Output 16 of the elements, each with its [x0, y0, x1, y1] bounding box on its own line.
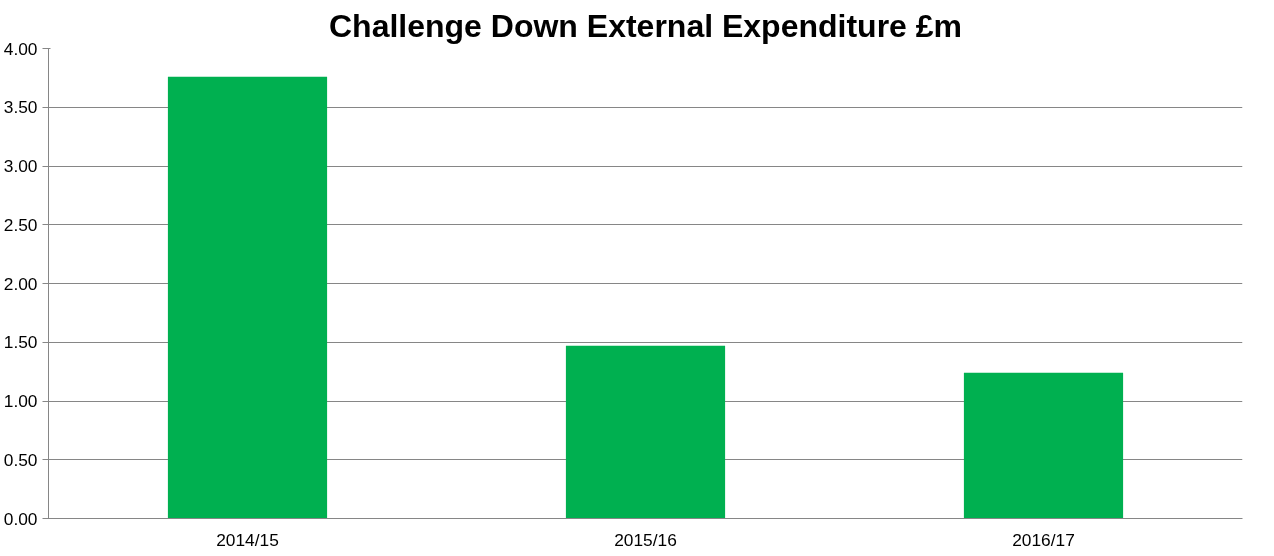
- y-tick-label: 2.50: [3, 214, 38, 235]
- y-tick-label: 3.00: [3, 156, 38, 176]
- bar: [167, 76, 328, 519]
- x-tick-label: 2014/15: [216, 529, 279, 550]
- y-tick-label: 3.50: [3, 97, 38, 118]
- y-tick-label: 0.00: [3, 508, 38, 529]
- x-tick-label: 2015/16: [614, 529, 677, 550]
- chart-title: Challenge Down External Expenditure £m: [328, 7, 963, 44]
- x-tick-label: 2016/17: [1012, 529, 1075, 550]
- y-tick-label: 1.50: [3, 332, 38, 353]
- y-tick-label: 2.00: [3, 273, 38, 294]
- y-tick-label: 4.00: [3, 38, 38, 59]
- bar: [963, 372, 1124, 519]
- y-tick-label: 0.50: [3, 449, 38, 470]
- y-tick-label: 1.00: [3, 391, 38, 411]
- bar: [565, 345, 726, 519]
